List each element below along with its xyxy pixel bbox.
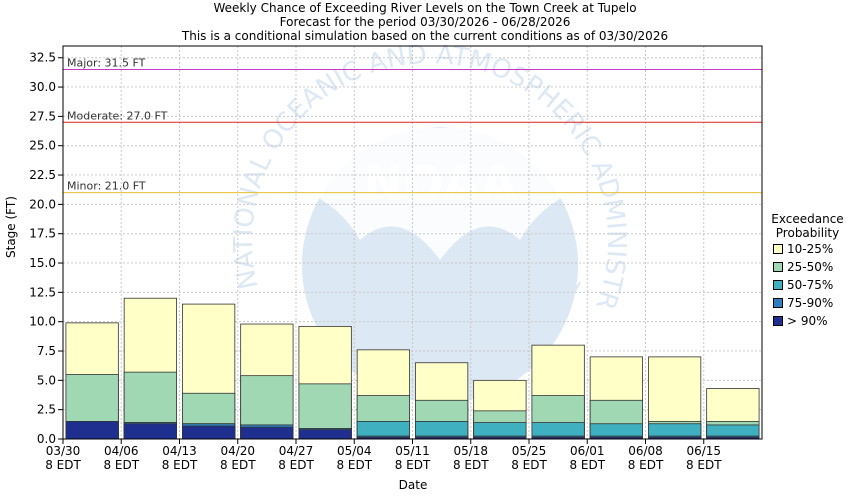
y-tick-label: 25.0 <box>29 139 56 153</box>
legend-label: 25-50% <box>787 260 834 274</box>
chart-subtitle-period: Forecast for the period 03/30/2026 - 06/… <box>279 15 571 29</box>
x-tick-sublabel: 8 EDT <box>453 458 489 472</box>
y-tick-label: 2.5 <box>37 403 56 417</box>
chart-subtitle-conditions: This is a conditional simulation based o… <box>181 29 669 43</box>
legend-title-line2: Probability <box>775 226 840 240</box>
y-tick-label: 27.5 <box>29 109 56 123</box>
legend-label: 50-75% <box>787 278 834 292</box>
x-tick-sublabel: 8 EDT <box>395 458 431 472</box>
threshold-label: Moderate: 27.0 FT <box>67 109 168 122</box>
legend-swatch <box>773 262 783 272</box>
legend-item: 25-50% <box>773 258 850 276</box>
legend-item: 50-75% <box>773 276 850 294</box>
x-tick-label: 03/30 <box>46 444 81 458</box>
legend: Exceedance Probability 10-25% 25-50% 50-75… <box>765 212 850 330</box>
y-tick-label: 32.5 <box>29 51 56 65</box>
legend-label: 10-25% <box>787 242 834 256</box>
legend-swatch <box>773 244 783 254</box>
x-tick-sublabel: 8 EDT <box>628 458 664 472</box>
y-axis-label: Stage (FT) <box>4 196 18 258</box>
y-tick-label: 20.0 <box>29 197 56 211</box>
legend-item: 10-25% <box>773 240 850 258</box>
noaa-logo-text: NOAA <box>363 156 517 212</box>
y-tick-label: 30.0 <box>29 80 56 94</box>
chart-title: Weekly Chance of Exceeding River Levels … <box>213 1 637 15</box>
bar-segment <box>65 421 119 440</box>
x-tick-label: 05/18 <box>453 444 488 458</box>
y-tick-label: 17.5 <box>29 227 56 241</box>
y-tick-label: 12.5 <box>29 285 56 299</box>
x-tick-label: 06/08 <box>628 444 663 458</box>
legend-title-line1: Exceedance <box>771 212 844 226</box>
legend-item: 75-90% <box>773 294 850 312</box>
x-tick-label: 04/20 <box>220 444 255 458</box>
y-tick-label: 0.0 <box>37 432 56 446</box>
legend-label: > 90% <box>787 314 828 328</box>
legend-label: 75-90% <box>787 296 834 310</box>
x-tick-sublabel: 8 EDT <box>511 458 547 472</box>
y-tick-label: 10.0 <box>29 315 56 329</box>
x-axis-label: Date <box>398 478 428 492</box>
y-tick-label: 15.0 <box>29 256 56 270</box>
x-tick-label: 04/13 <box>162 444 197 458</box>
x-tick-sublabel: 8 EDT <box>220 458 256 472</box>
x-tick-label: 05/25 <box>512 444 547 458</box>
threshold-label: Major: 31.5 FT <box>67 56 146 69</box>
x-tick-label: 05/04 <box>337 444 372 458</box>
x-tick-label: 06/01 <box>570 444 605 458</box>
x-tick-sublabel: 8 EDT <box>45 458 81 472</box>
x-tick-sublabel: 8 EDT <box>162 458 198 472</box>
legend-swatch <box>773 298 783 308</box>
legend-item: > 90% <box>773 312 850 330</box>
x-tick-label: 05/11 <box>395 444 430 458</box>
x-tick-sublabel: 8 EDT <box>569 458 605 472</box>
bar-segment <box>123 423 177 440</box>
y-tick-label: 5.0 <box>37 373 56 387</box>
x-tick-label: 04/06 <box>104 444 139 458</box>
bar-segment <box>298 429 352 440</box>
x-tick-sublabel: 8 EDT <box>336 458 372 472</box>
x-tick-sublabel: 8 EDT <box>686 458 722 472</box>
legend-swatch <box>773 316 783 326</box>
y-tick-label: 22.5 <box>29 168 56 182</box>
legend-swatch <box>773 280 783 290</box>
bar-segment <box>240 426 294 440</box>
x-tick-label: 04/27 <box>279 444 314 458</box>
threshold-label: Minor: 21.0 FT <box>67 180 146 193</box>
bar-segment <box>182 425 236 440</box>
x-tick-sublabel: 8 EDT <box>103 458 139 472</box>
x-tick-sublabel: 8 EDT <box>278 458 314 472</box>
x-tick-label: 06/15 <box>686 444 721 458</box>
y-tick-label: 7.5 <box>37 344 56 358</box>
